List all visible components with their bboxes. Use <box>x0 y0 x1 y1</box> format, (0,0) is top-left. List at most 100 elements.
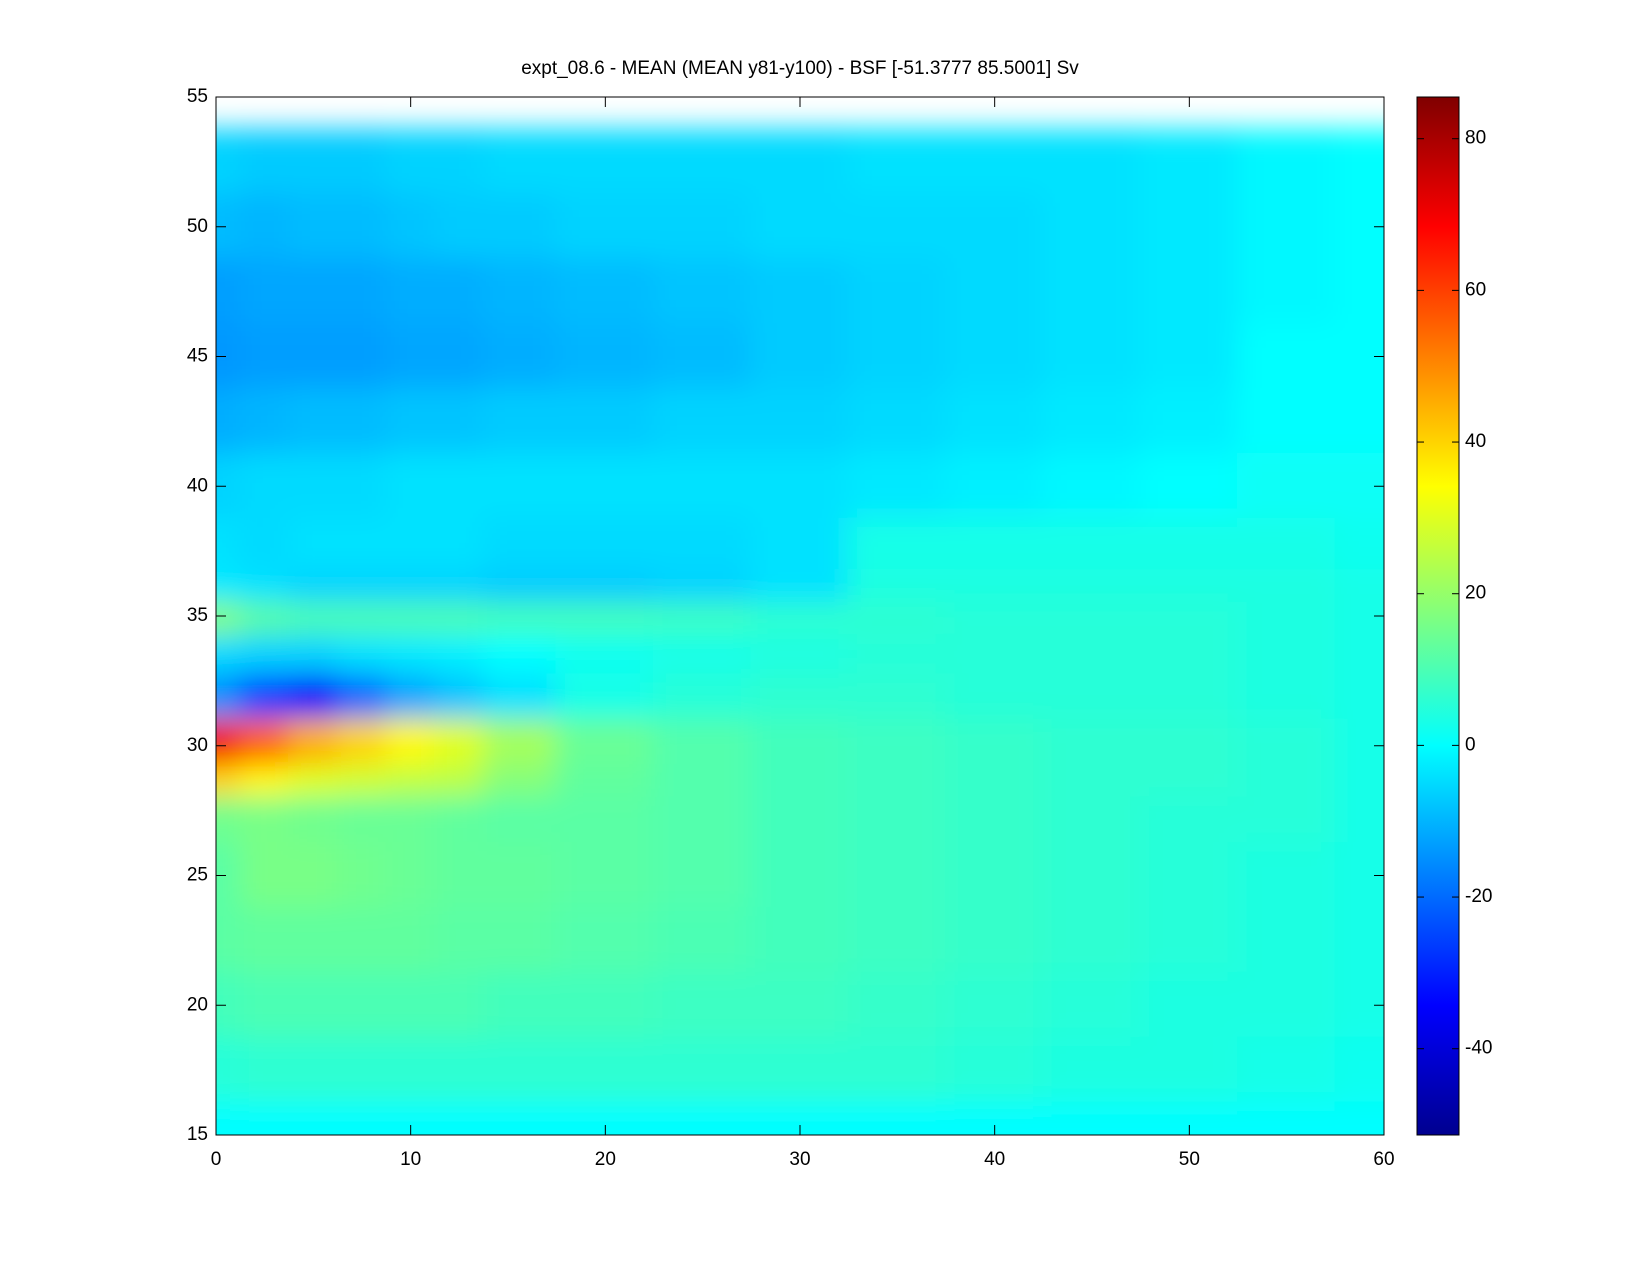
field-cell <box>385 323 436 390</box>
field-cell <box>288 452 339 520</box>
field-cell <box>750 1036 850 1104</box>
field-cell <box>336 764 388 799</box>
field-cell <box>1334 634 1384 676</box>
y-tick-label: 40 <box>187 475 208 496</box>
field-cell <box>1334 193 1384 261</box>
x-tick-label: 30 <box>789 1149 810 1170</box>
field-cell <box>750 796 850 845</box>
field-cell <box>555 842 655 909</box>
field-cell <box>653 569 753 605</box>
field-cell <box>434 517 485 572</box>
colorbar-tick-label: 0 <box>1465 734 1476 755</box>
field-cell <box>1237 323 1337 390</box>
field-cell <box>216 1101 242 1135</box>
y-tick-label: 35 <box>187 605 208 626</box>
field-cell <box>1139 796 1239 845</box>
field-cell <box>1139 517 1239 572</box>
field-cell <box>555 718 655 767</box>
field-cell <box>1237 906 1337 974</box>
field-cell <box>1237 842 1337 909</box>
field-cell <box>482 842 558 909</box>
field-cell <box>1042 258 1142 326</box>
field-cell <box>1334 1036 1384 1104</box>
field-cell <box>1139 764 1239 799</box>
field-cell <box>1139 673 1239 721</box>
field-cell <box>847 569 947 605</box>
field-cell <box>945 796 1045 845</box>
x-tick-label: 10 <box>400 1149 421 1170</box>
field-cell <box>750 193 850 261</box>
field-cell <box>945 193 1045 261</box>
field-cell <box>482 718 558 767</box>
field-cell <box>288 602 339 637</box>
field-cell <box>1334 673 1384 721</box>
field-cell <box>1139 128 1239 196</box>
field-cell <box>945 842 1045 909</box>
field-cell <box>1042 1101 1142 1135</box>
field-cell <box>482 906 558 974</box>
x-tick-label: 20 <box>595 1149 616 1170</box>
field-cell <box>288 1101 339 1135</box>
field-cell <box>216 796 242 845</box>
field-cell <box>288 517 339 572</box>
chart-title: expt_08.6 - MEAN (MEAN y81-y100) - BSF [… <box>521 58 1079 79</box>
field-cell <box>434 842 485 909</box>
field-cell <box>555 1036 655 1104</box>
field-cell <box>239 517 290 572</box>
field-cell <box>239 323 290 390</box>
field-cell <box>336 193 388 261</box>
field-cell <box>847 193 947 261</box>
field-cell <box>385 569 436 605</box>
field-cell <box>482 634 558 676</box>
field-cell <box>1139 718 1239 767</box>
field-cell <box>239 906 290 974</box>
field-cell <box>336 718 388 767</box>
field-cell <box>1237 1036 1337 1104</box>
field-cell <box>239 602 290 637</box>
field-cell <box>653 971 753 1039</box>
field-cell <box>555 569 655 605</box>
field-cell <box>385 673 436 721</box>
field-cell <box>847 602 947 637</box>
field-cell <box>434 971 485 1039</box>
field-cell <box>1237 673 1337 721</box>
field-cell <box>555 971 655 1039</box>
x-tick-label: 0 <box>211 1149 222 1170</box>
field-cell <box>288 796 339 845</box>
field-cell <box>1334 764 1384 799</box>
field-cell <box>1139 569 1239 605</box>
field-cell <box>1237 387 1337 455</box>
field-cell <box>1139 634 1239 676</box>
field-cell <box>847 718 947 767</box>
field-cell <box>847 1036 947 1104</box>
field-cell <box>1042 971 1142 1039</box>
field-cell <box>434 1101 485 1135</box>
field-cell <box>216 1036 242 1104</box>
field-cell <box>1237 258 1337 326</box>
field-cell <box>482 387 558 455</box>
field-cell <box>482 764 558 799</box>
field-cell <box>336 1101 388 1135</box>
field-cell <box>653 452 753 520</box>
field-cell <box>1334 718 1384 767</box>
colorbar-tick-label: 80 <box>1465 128 1486 149</box>
field-cell <box>847 906 947 974</box>
field-cell <box>653 1101 753 1135</box>
field-cell <box>1334 452 1384 520</box>
field-cell <box>945 634 1045 676</box>
field-cell <box>288 569 339 605</box>
field-cells <box>216 128 1384 1135</box>
field-cell <box>336 842 388 909</box>
field-cell <box>239 128 290 196</box>
field-cell <box>482 452 558 520</box>
field-cell <box>847 517 947 572</box>
field-cell <box>239 569 290 605</box>
colorbar <box>1416 96 1460 1136</box>
field-cell <box>945 764 1045 799</box>
field-cell <box>1139 258 1239 326</box>
field-cell <box>336 906 388 974</box>
field-cell <box>750 517 850 572</box>
field-cell <box>239 634 290 676</box>
field-cell <box>1237 569 1337 605</box>
field-cell <box>336 602 388 637</box>
